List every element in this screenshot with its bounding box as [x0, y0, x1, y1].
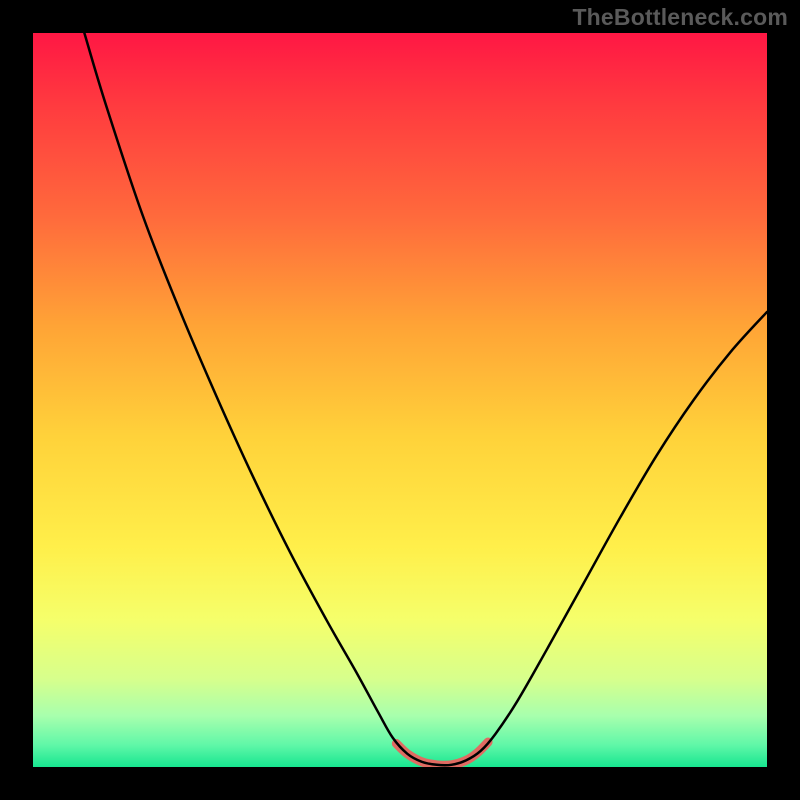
- gradient-background: [33, 33, 767, 767]
- chart-frame: TheBottleneck.com: [0, 0, 800, 800]
- watermark-text: TheBottleneck.com: [572, 4, 788, 31]
- bottleneck-curve-chart: [33, 33, 767, 767]
- plot-area: [33, 33, 767, 767]
